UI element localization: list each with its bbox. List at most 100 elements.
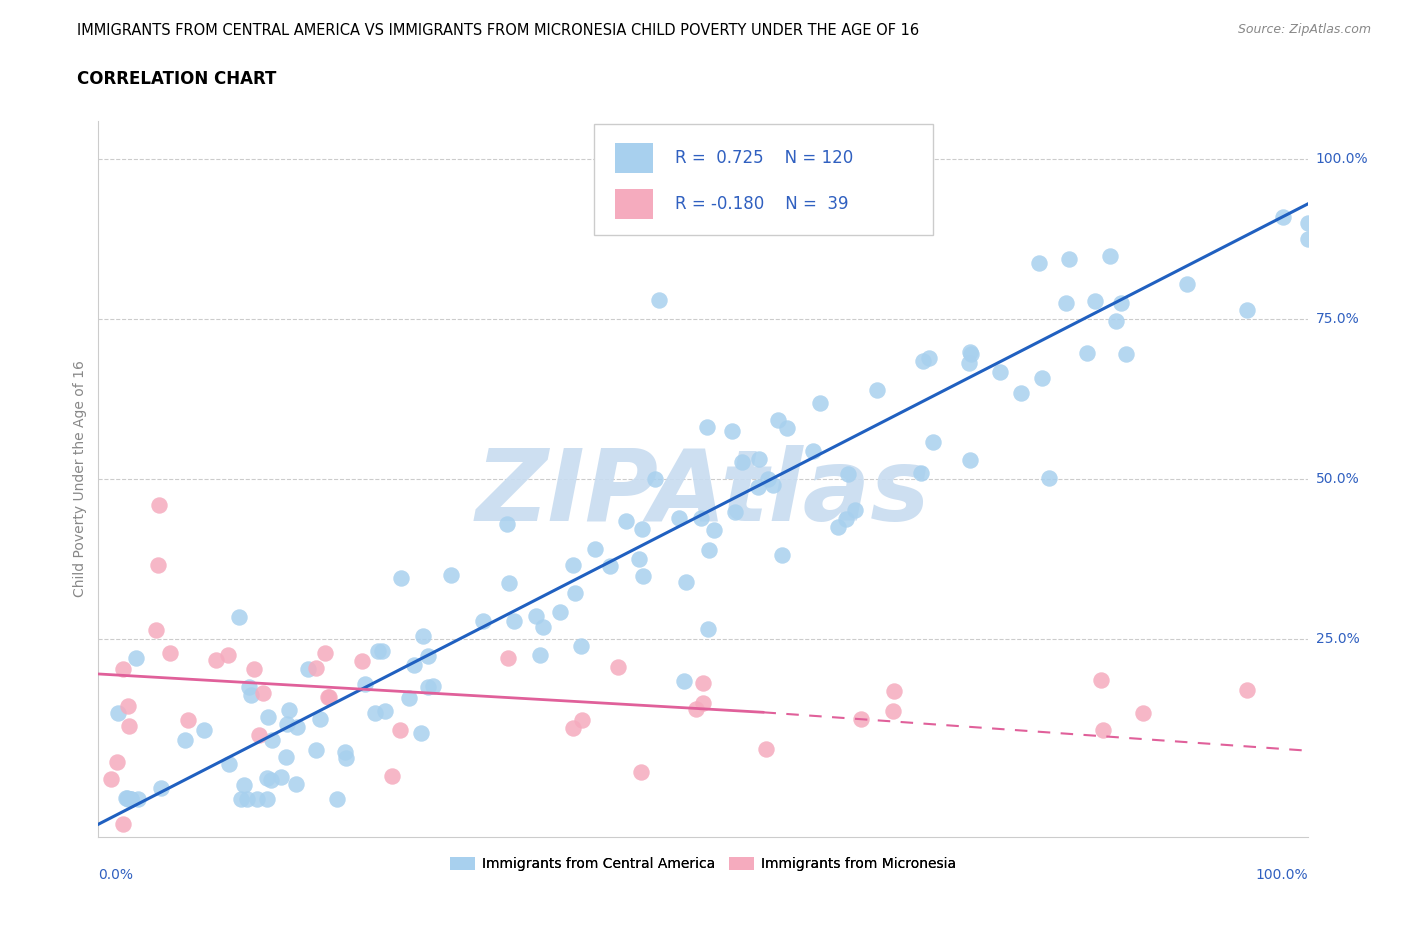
Y-axis label: Child Poverty Under the Age of 16: Child Poverty Under the Age of 16: [73, 361, 87, 597]
Point: [402, 658, 425, 672]
Point: [218, 757, 240, 772]
Point: [561, 558, 583, 573]
Point: [204, 653, 226, 668]
Point: [350, 654, 373, 669]
Point: [229, 791, 252, 806]
Point: [1098, 248, 1121, 263]
Point: [571, 712, 593, 727]
Point: [1296, 216, 1319, 231]
Text: CORRELATION CHART: CORRELATION CHART: [77, 70, 277, 87]
Point: [768, 413, 790, 428]
Point: [851, 711, 873, 726]
Point: [125, 651, 148, 666]
Point: [827, 520, 849, 535]
Point: [398, 691, 420, 706]
Point: [111, 817, 134, 831]
Point: [117, 791, 139, 806]
Text: IMMIGRANTS FROM CENTRAL AMERICA VS IMMIGRANTS FROM MICRONESIA CHILD POVERTY UNDE: IMMIGRANTS FROM CENTRAL AMERICA VS IMMIG…: [77, 23, 920, 38]
Point: [471, 614, 494, 629]
Point: [1132, 706, 1154, 721]
Point: [1084, 294, 1107, 309]
Point: [389, 571, 412, 586]
Point: [703, 523, 725, 538]
Point: [628, 551, 651, 566]
Point: [648, 293, 671, 308]
Point: [583, 541, 606, 556]
Point: [673, 674, 696, 689]
Point: [921, 434, 943, 449]
Point: [260, 772, 283, 787]
Point: [150, 780, 173, 795]
Point: [675, 575, 697, 590]
Text: 100.0%: 100.0%: [1316, 153, 1368, 166]
Point: [1236, 682, 1258, 697]
Point: [758, 472, 780, 486]
Point: [599, 558, 621, 573]
Point: [1105, 313, 1128, 328]
Point: [631, 522, 654, 537]
Point: [318, 689, 340, 704]
Point: [422, 678, 444, 693]
Point: [118, 719, 141, 734]
Point: [1028, 256, 1050, 271]
Point: [314, 645, 336, 660]
Text: 50.0%: 50.0%: [1316, 472, 1360, 486]
Text: R = -0.180    N =  39: R = -0.180 N = 39: [675, 195, 849, 213]
Point: [374, 703, 396, 718]
Point: [246, 791, 269, 806]
FancyBboxPatch shape: [614, 142, 654, 173]
Point: [696, 621, 718, 636]
Point: [371, 644, 394, 658]
Point: [409, 725, 432, 740]
Point: [145, 622, 167, 637]
Text: Source: ZipAtlas.com: Source: ZipAtlas.com: [1237, 23, 1371, 36]
Point: [883, 684, 905, 698]
Text: 25.0%: 25.0%: [1316, 631, 1360, 645]
Point: [105, 754, 128, 769]
Point: [256, 791, 278, 806]
Point: [910, 466, 932, 481]
Text: 100.0%: 100.0%: [1256, 868, 1308, 882]
Point: [911, 353, 934, 368]
FancyBboxPatch shape: [614, 190, 654, 219]
Point: [631, 569, 654, 584]
Point: [335, 751, 357, 765]
Point: [696, 419, 718, 434]
Point: [1296, 232, 1319, 246]
Point: [1236, 302, 1258, 317]
Point: [440, 567, 463, 582]
Text: 0.0%: 0.0%: [98, 868, 134, 882]
Text: R =  0.725    N = 120: R = 0.725 N = 120: [675, 149, 853, 166]
Point: [416, 679, 439, 694]
Point: [1076, 346, 1098, 361]
Point: [748, 451, 770, 466]
Point: [316, 689, 339, 704]
Point: [100, 772, 122, 787]
Point: [418, 648, 440, 663]
Point: [844, 502, 866, 517]
Point: [389, 723, 412, 737]
Point: [238, 680, 260, 695]
Point: [381, 769, 404, 784]
Point: [256, 710, 278, 724]
Point: [1031, 371, 1053, 386]
Point: [564, 586, 586, 601]
Point: [297, 662, 319, 677]
Point: [503, 614, 526, 629]
Text: ZIPAtlas: ZIPAtlas: [475, 445, 931, 542]
Point: [1109, 296, 1132, 311]
Point: [690, 511, 713, 525]
Point: [837, 466, 859, 481]
Point: [668, 511, 690, 525]
Point: [117, 698, 139, 713]
Point: [1057, 252, 1080, 267]
Point: [235, 791, 257, 806]
Point: [776, 420, 799, 435]
Point: [217, 647, 239, 662]
Point: [918, 351, 941, 365]
Point: [239, 687, 262, 702]
Point: [720, 423, 742, 438]
Point: [243, 661, 266, 676]
Point: [367, 644, 389, 658]
Point: [697, 542, 720, 557]
